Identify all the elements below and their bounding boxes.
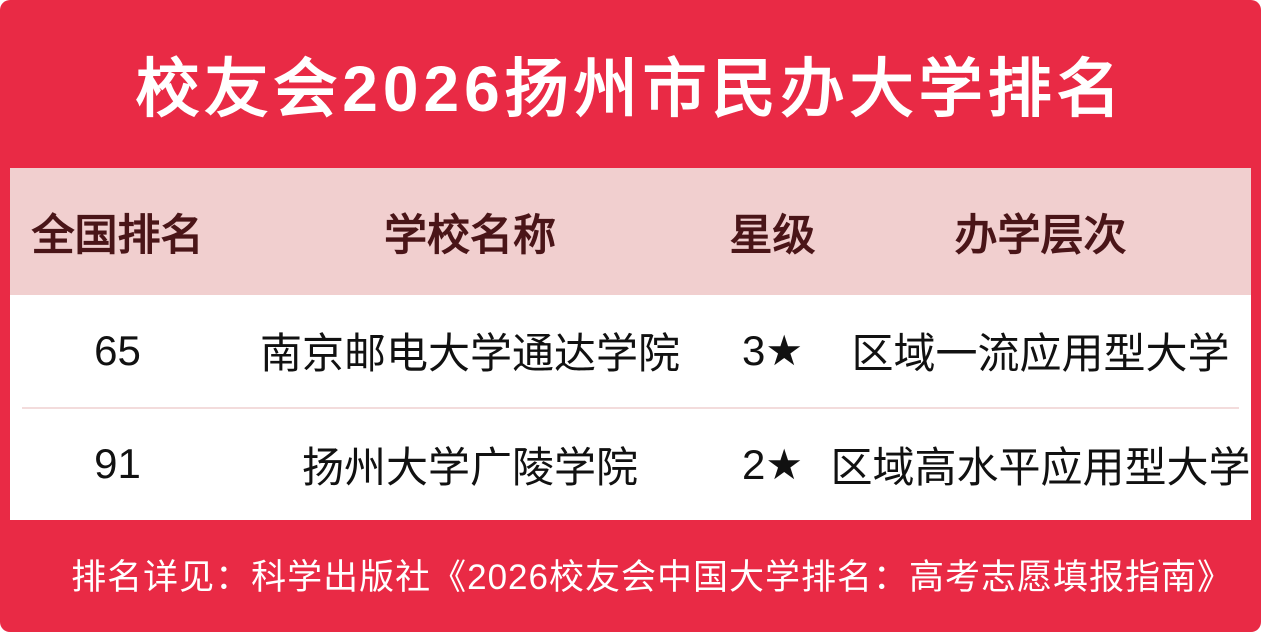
row-divider bbox=[22, 406, 1239, 409]
cell-school-name: 扬州大学广陵学院 bbox=[301, 443, 638, 491]
table-row: 91 扬州大学广陵学院 2★ 区域高水平应用型大学 bbox=[10, 409, 1251, 521]
cell-school-name: 南京邮电大学通达学院 bbox=[259, 330, 680, 378]
cell-rank: 91 bbox=[94, 440, 141, 488]
footer-note: 排名详见：科学出版社《2026校友会中国大学排名：高考志愿填报指南》 bbox=[71, 557, 1233, 597]
title-bar: 校友会2026扬州市民办大学排名 bbox=[0, 0, 1261, 168]
cell-rank: 65 bbox=[94, 326, 141, 374]
cell-education-level: 区域高水平应用型大学 bbox=[830, 443, 1251, 491]
column-header-star-level: 星级 bbox=[729, 211, 816, 260]
cell-star-level: 3★ bbox=[741, 327, 803, 375]
cell-star-level: 2★ bbox=[741, 440, 803, 488]
page-title: 校友会2026扬州市民办大学排名 bbox=[135, 53, 1126, 125]
column-header-school-name: 学校名称 bbox=[384, 211, 556, 260]
table-header-row: 全国排名 学校名称 星级 办学层次 bbox=[10, 168, 1251, 295]
cell-education-level: 区域一流应用型大学 bbox=[851, 330, 1230, 378]
table-row: 65 南京邮电大学通达学院 3★ 区域一流应用型大学 bbox=[10, 295, 1251, 407]
column-header-national-rank: 全国排名 bbox=[31, 211, 204, 260]
ranking-table: 全国排名 学校名称 星级 办学层次 65 南京邮电大学通达学院 3★ 区域一流应… bbox=[10, 168, 1251, 520]
column-header-education-level: 办学层次 bbox=[954, 211, 1127, 260]
